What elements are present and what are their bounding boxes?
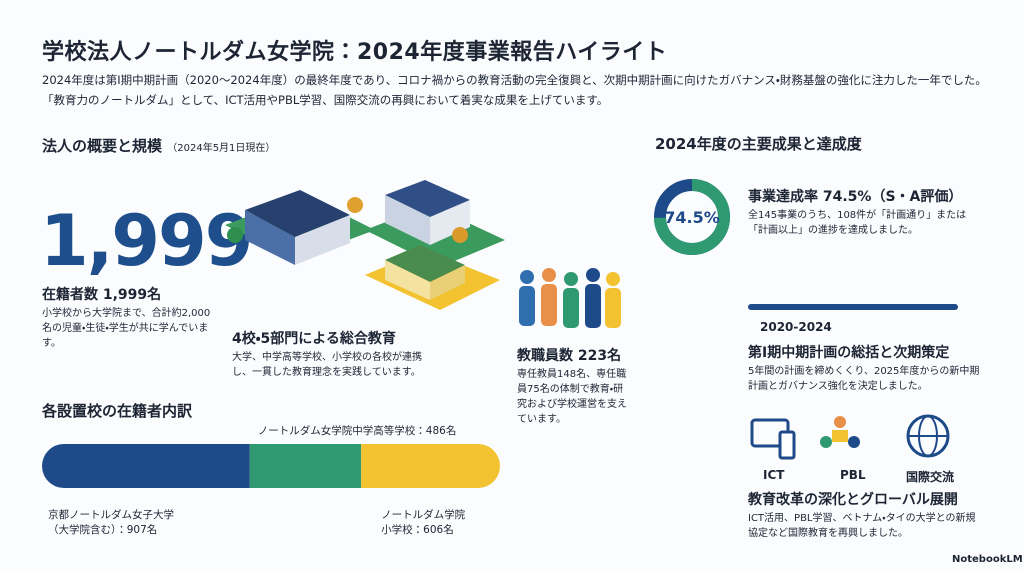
buildings-illustration <box>225 180 505 310</box>
period: 2020-2024 <box>760 320 832 334</box>
stat-text: ICT活用、PBL学習、ベトナム・タイの大学との新規協定など国際教育を再興しまし… <box>748 513 976 539</box>
stat-text: 専任教員148名、専任職員75名の体制で教育・研究および学校運営を支えています。 <box>517 369 627 425</box>
donut: 74.5% <box>654 179 730 255</box>
bar-group <box>42 444 500 488</box>
stat-title: 在籍者数 1,999名 <box>42 287 162 303</box>
stacked-bar <box>42 444 500 488</box>
icon-label: 国際交流 <box>906 470 955 484</box>
stat-title: 第Ⅰ期中期計画の総括と次期策定 <box>748 345 950 361</box>
description: 2024年度は第Ⅰ期中期計画（2020〜2024年度）の最終年度であり、コロナ禍… <box>42 73 993 107</box>
icons <box>750 414 950 460</box>
donut-label: 74.5% <box>664 208 720 227</box>
icon-label: ICT <box>763 468 785 482</box>
bar-segment <box>361 444 500 488</box>
stat-title: 4校・5部門による総合教育 <box>232 331 396 347</box>
section-title: 法人の概要と規模 （2024年5月1日現在） <box>42 135 275 156</box>
note: （2024年5月1日現在） <box>167 143 276 154</box>
people-illustration <box>519 268 621 328</box>
stat-text: 5年間の計画を締めくくり、2025年度からの新中期計画とガバナンス強化を決定しま… <box>748 366 980 392</box>
bar-segment <box>249 444 362 488</box>
segment-label: ノートルダム女学院中学高等学校：486名 <box>257 425 457 437</box>
stat-title: 事業達成率 74.5%（S・A評価） <box>748 189 963 205</box>
divider <box>748 304 958 310</box>
stat-text: 小学校から大学院まで、合計約2,000名の児童・生徒・学生が共に学んでいます。 <box>42 308 211 349</box>
stat-text: 大学、中学高等学校、小学校の各校が連携し、一貫した教育理念を実践しています。 <box>232 352 422 378</box>
stat-title: 教育改革の深化とグローバル展開 <box>748 492 958 508</box>
icon-label: PBL <box>840 468 866 482</box>
donut-arc <box>654 179 730 255</box>
title: 学校法人ノートルダム女学院：2024年度事業報告ハイライト <box>42 40 668 65</box>
segment-label: 京都ノートルダム女子大学 （大学院含む）：907名 <box>48 509 174 536</box>
section-title: 各設置校の在籍者内訳 <box>42 402 193 420</box>
section-title: 2024年度の主要成果と達成度 <box>655 135 862 153</box>
stat-text: 全145事業のうち、108件が「計画通り」または「計画以上」の進捗を達成しました… <box>748 210 967 236</box>
big-number: 1,999 <box>40 200 253 282</box>
section-title-text: 法人の概要と規模 <box>42 137 163 155</box>
stat-title: 教職員数 223名 <box>517 348 622 364</box>
segment-label: ノートルダム学院 小学校：606名 <box>381 509 466 536</box>
brand: NotebookLM <box>952 554 1023 565</box>
bar-segment <box>42 444 250 488</box>
